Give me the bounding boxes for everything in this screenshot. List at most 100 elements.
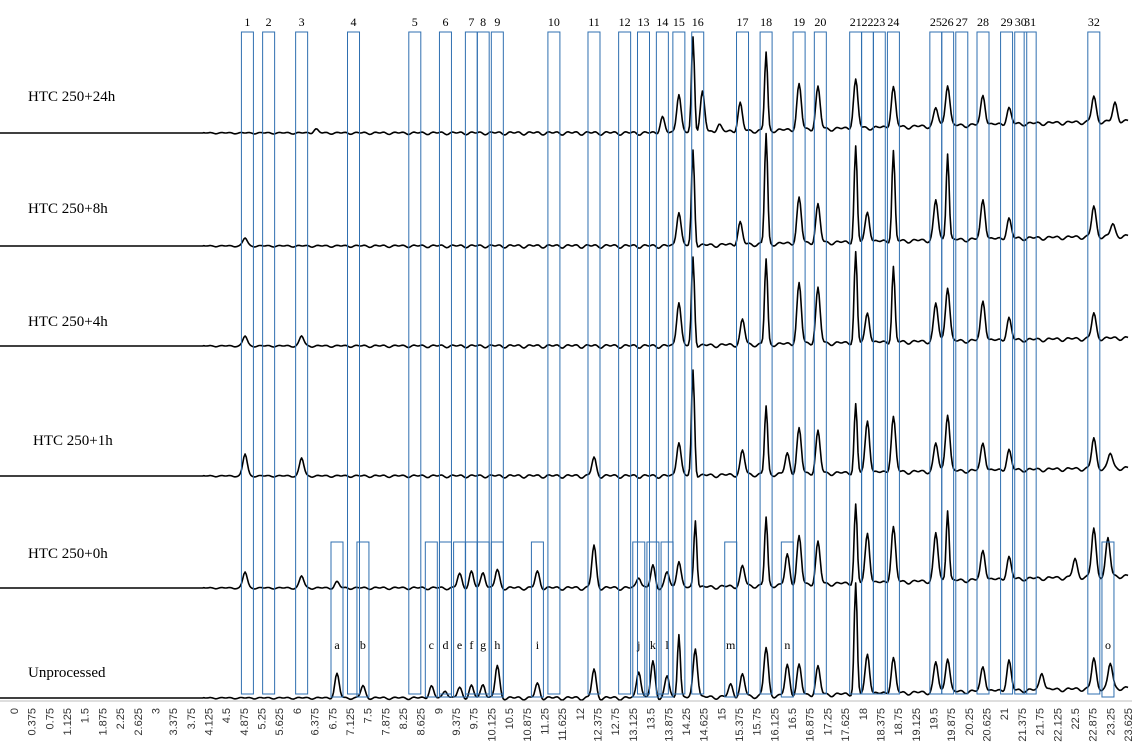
peak-label-31: 31 <box>1024 15 1036 29</box>
peak-label-19: 19 <box>793 15 805 29</box>
peak-label-27: 27 <box>956 15 968 29</box>
x-tick-label-63: 23.625 <box>1123 708 1132 742</box>
peak-box-a <box>330 541 344 698</box>
peak-box-8 <box>476 31 490 695</box>
x-tick-label-51: 19.125 <box>911 708 923 742</box>
x-axis: 0 0.375 0.75 1.125 1.5 1.875 2.25 2.625 3 3.375 3.… <box>0 700 1132 742</box>
peak-label-o: o <box>1105 638 1111 652</box>
series-label-0: HTC 250+24h <box>28 89 116 105</box>
peak-label-16: 16 <box>692 15 704 29</box>
peak-label-28: 28 <box>977 15 989 29</box>
x-tick-label-28: 10.5 <box>504 708 516 729</box>
peak-label-18: 18 <box>760 15 772 29</box>
peak-label-n: n <box>784 638 790 652</box>
peak-label-25: 25 <box>930 15 942 29</box>
peak-box-c <box>424 541 438 698</box>
peak-box-m <box>724 541 738 698</box>
trace-group <box>0 36 1129 702</box>
peak-label-10: 10 <box>548 15 560 29</box>
x-tick-label-50: 18.75 <box>893 708 905 736</box>
peak-label-30: 30 <box>1015 15 1027 29</box>
peak-label-i: i <box>536 638 540 652</box>
x-tick-label-53: 19.875 <box>946 708 958 742</box>
x-tick-label-45: 16.875 <box>805 708 817 742</box>
x-tick-label-58: 21.75 <box>1035 708 1047 736</box>
x-tick-label-52: 19.5 <box>929 708 941 729</box>
peak-box-22 <box>860 31 874 695</box>
x-tick-label-38: 14.25 <box>681 708 693 736</box>
peak-label-22: 22 <box>861 15 873 29</box>
x-tick-label-26: 9.75 <box>469 708 481 729</box>
peak-label-20: 20 <box>814 15 826 29</box>
x-tick-label-24: 9 <box>433 708 445 714</box>
peak-label-21: 21 <box>850 15 862 29</box>
x-tick-label-4: 1.5 <box>80 708 92 723</box>
x-tick-label-8: 3 <box>151 708 163 714</box>
peak-box-e <box>453 541 467 698</box>
peak-box-n <box>780 541 794 698</box>
series-label-4: HTC 250+0h <box>28 546 108 562</box>
series-label-5: Unprocessed <box>28 665 106 681</box>
x-tick-label-21: 7.875 <box>380 708 392 736</box>
x-tick-label-18: 6.75 <box>327 708 339 729</box>
x-tick-label-25: 9.375 <box>451 708 463 736</box>
x-tick-label-30: 11.25 <box>540 708 552 735</box>
x-tick-label-60: 22.5 <box>1070 708 1082 729</box>
peak-label-17: 17 <box>737 15 749 29</box>
x-tick-label-61: 22.875 <box>1088 708 1100 742</box>
peak-label-1: 1 <box>244 15 250 29</box>
peak-label-5: 5 <box>412 15 418 29</box>
x-tick-label-46: 17.25 <box>822 708 834 736</box>
peak-box-11 <box>587 31 601 695</box>
peak-box-16 <box>691 31 705 695</box>
x-tick-label-48: 18 <box>858 708 870 720</box>
peak-box-6 <box>438 31 452 695</box>
x-tick-label-33: 12.375 <box>593 708 605 742</box>
peak-label-8: 8 <box>480 15 486 29</box>
peak-box-4 <box>347 31 361 695</box>
x-tick-label-36: 13.5 <box>646 708 658 729</box>
x-tick-label-47: 17.625 <box>840 708 852 742</box>
x-tick-label-37: 13.875 <box>663 708 675 742</box>
peak-label-g: g <box>480 638 486 652</box>
peak-label-23: 23 <box>873 15 885 29</box>
peak-label-m: m <box>726 638 736 652</box>
peak-box-o <box>1101 541 1115 698</box>
peak-label-l: l <box>665 638 669 652</box>
peak-box-28 <box>976 31 990 695</box>
peak-label-15: 15 <box>673 15 685 29</box>
peak-box-25 <box>929 31 943 695</box>
peak-label-h: h <box>494 638 500 652</box>
peak-label-24: 24 <box>887 15 899 29</box>
x-tick-label-23: 8.625 <box>416 708 428 736</box>
peak-box-15 <box>672 31 686 695</box>
peak-label-a: a <box>334 638 340 652</box>
trace-line-5 <box>0 582 1129 702</box>
peak-label-group: 1 2 3 4 5 6 7 8 9 10 11 12 13 14 15 16 17 18 19 20 21 22 23 24 2… <box>244 15 1111 652</box>
x-tick-label-31: 11.625 <box>557 708 569 741</box>
peak-box-27 <box>955 31 969 695</box>
peak-box-1 <box>240 31 254 695</box>
series-label-3: HTC 250+1h <box>33 433 113 449</box>
peak-label-3: 3 <box>299 15 305 29</box>
peak-label-c: c <box>429 638 434 652</box>
peak-box-31 <box>1023 31 1037 695</box>
peak-box-2 <box>262 31 276 695</box>
peak-label-f: f <box>469 638 473 652</box>
peak-label-2: 2 <box>266 15 272 29</box>
x-tick-label-29: 10.875 <box>522 708 534 742</box>
x-tick-label-5: 1.875 <box>97 708 109 736</box>
peak-box-12 <box>618 31 632 695</box>
x-tick-label-56: 21 <box>999 708 1011 720</box>
x-tick-label-39: 14.625 <box>699 708 711 742</box>
peak-label-26: 26 <box>942 15 954 29</box>
x-tick-label-19: 7.125 <box>345 708 357 736</box>
series-label-1: HTC 250+8h <box>28 201 108 217</box>
peak-box-j <box>632 541 646 698</box>
peak-box-30 <box>1014 31 1028 695</box>
peak-label-b: b <box>360 638 366 652</box>
x-tick-label-27: 10.125 <box>486 708 498 742</box>
peak-label-9: 9 <box>494 15 500 29</box>
peak-box-group <box>240 31 1115 698</box>
peak-label-e: e <box>457 638 462 652</box>
